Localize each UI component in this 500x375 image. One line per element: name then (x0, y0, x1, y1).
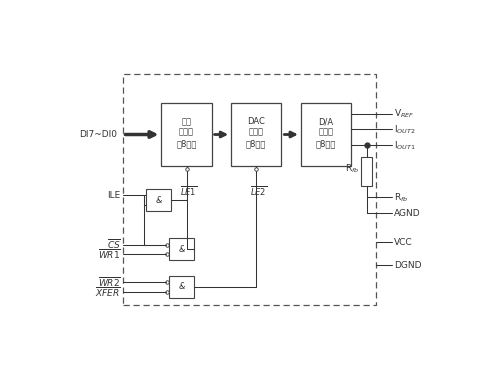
Text: V$_{REF}$: V$_{REF}$ (394, 107, 414, 120)
Text: $\overline{XFER}$: $\overline{XFER}$ (95, 285, 120, 298)
Bar (169, 238, 194, 260)
Bar (146, 189, 171, 211)
Text: ILE: ILE (108, 191, 120, 200)
Text: $\overline{LE2}$: $\overline{LE2}$ (250, 184, 267, 198)
Text: $\overline{CS}$: $\overline{CS}$ (106, 238, 120, 252)
Text: $\overline{WR2}$: $\overline{WR2}$ (98, 275, 120, 289)
Text: 转换器: 转换器 (318, 128, 334, 137)
Text: 寄存器: 寄存器 (249, 128, 264, 137)
Text: $\overline{LE1}$: $\overline{LE1}$ (180, 184, 197, 198)
Text: &: & (178, 245, 185, 254)
Text: I$_{OUT1}$: I$_{OUT1}$ (394, 139, 415, 152)
Text: DI7~DI0: DI7~DI0 (79, 130, 117, 139)
Text: &: & (155, 196, 162, 205)
Text: D/A: D/A (318, 117, 334, 126)
Text: AGND: AGND (394, 209, 420, 218)
Bar (301, 103, 351, 166)
Bar (122, 74, 376, 305)
Text: DAC: DAC (248, 117, 265, 126)
Text: I$_{OUT2}$: I$_{OUT2}$ (394, 123, 415, 136)
Bar (231, 103, 281, 166)
Bar (169, 276, 194, 298)
Text: （8位）: （8位） (316, 139, 336, 148)
Text: （8位）: （8位） (176, 139, 197, 148)
Text: R$_{fb}$: R$_{fb}$ (394, 191, 408, 204)
Bar (162, 103, 212, 166)
Bar (362, 157, 372, 186)
Text: $\overline{WR1}$: $\overline{WR1}$ (98, 247, 120, 261)
Text: DGND: DGND (394, 261, 421, 270)
Text: &: & (178, 282, 185, 291)
Text: 锁存器: 锁存器 (179, 128, 194, 137)
Text: 输入: 输入 (182, 117, 192, 126)
Text: R$_{fb}$: R$_{fb}$ (345, 162, 360, 175)
Text: （8位）: （8位） (246, 139, 266, 148)
Text: VCC: VCC (394, 237, 412, 246)
